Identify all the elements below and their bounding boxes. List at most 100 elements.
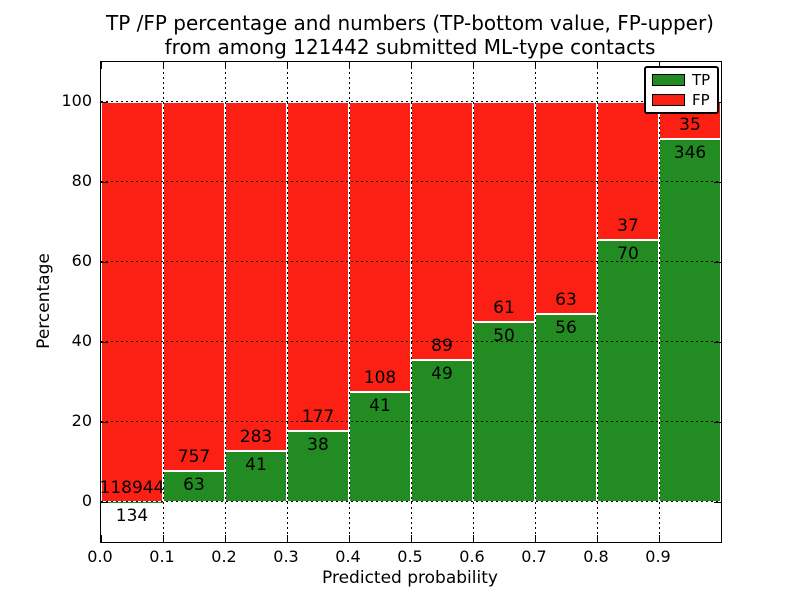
- y-tick-mark: [714, 262, 721, 263]
- gridline-horizontal: [101, 101, 721, 102]
- bar-tp-segment: [597, 240, 659, 502]
- annotation-tp-count: 41: [369, 395, 391, 416]
- gridline-vertical: [534, 62, 536, 542]
- y-tick-label: 80: [71, 171, 92, 190]
- x-tick-mark: [349, 62, 350, 69]
- gridline-vertical: [224, 62, 226, 542]
- x-tick-label: 0.7: [521, 547, 547, 566]
- y-tick-label: 40: [71, 331, 92, 350]
- annotation-fp-count: 283: [239, 427, 273, 448]
- x-tick-mark: [535, 535, 536, 542]
- bar-fp-segment: [473, 102, 535, 322]
- annotation-tp-count: 49: [431, 363, 453, 384]
- x-tick-mark: [659, 62, 660, 69]
- x-tick-mark: [411, 535, 412, 542]
- bar-fp-segment: [597, 102, 659, 241]
- x-tick-mark: [597, 62, 598, 69]
- annotation-fp-count: 37: [617, 216, 639, 237]
- legend-item-tp: TP: [652, 72, 710, 88]
- y-tick-label: 0: [81, 491, 92, 510]
- x-tick-label: 0.6: [459, 547, 485, 566]
- bar-fp-segment: [411, 102, 473, 360]
- legend: TP FP: [644, 66, 720, 114]
- y-tick-mark: [101, 502, 108, 503]
- x-tick-mark: [287, 62, 288, 69]
- gridline-vertical: [658, 62, 660, 542]
- x-tick-mark: [225, 535, 226, 542]
- x-tick-mark: [287, 535, 288, 542]
- annotation-fp-count: 177: [301, 407, 335, 428]
- chart-title: TP /FP percentage and numbers (TP-bottom…: [100, 11, 720, 59]
- gridline-vertical: [596, 62, 598, 542]
- x-tick-mark: [101, 62, 102, 69]
- legend-swatch-fp-icon: [652, 94, 685, 106]
- bar-tp-segment: [411, 359, 473, 502]
- gridline-vertical: [410, 62, 412, 542]
- annotation-tp-count: 70: [617, 244, 639, 265]
- x-tick-mark: [163, 535, 164, 542]
- y-tick-mark: [101, 342, 108, 343]
- y-tick-mark: [101, 182, 108, 183]
- bar-tp-segment: [535, 313, 597, 502]
- gridline-horizontal: [101, 501, 721, 502]
- annotation-fp-count: 89: [431, 335, 453, 356]
- gridline-horizontal: [101, 181, 721, 182]
- bar-fp-segment: [163, 102, 225, 472]
- x-tick-mark: [101, 535, 102, 542]
- annotation-tp-count: 56: [555, 317, 577, 338]
- annotation-fp-count: 35: [679, 114, 701, 135]
- bar-fp-segment: [225, 102, 287, 452]
- annotation-fp-count: 61: [493, 297, 515, 318]
- chart-title-line2: from among 121442 submitted ML-type cont…: [164, 35, 656, 59]
- y-tick-label: 60: [71, 251, 92, 270]
- y-tick-mark: [714, 502, 721, 503]
- x-tick-label: 0.9: [645, 547, 671, 566]
- legend-label-fp: FP: [692, 91, 710, 109]
- annotation-fp-count: 63: [555, 289, 577, 310]
- legend-swatch-tp-icon: [652, 74, 685, 86]
- annotation-fp-count: 118944: [99, 477, 165, 498]
- x-tick-label: 0.1: [149, 547, 175, 566]
- gridline-vertical: [472, 62, 474, 542]
- x-tick-label: 0.3: [273, 547, 299, 566]
- x-tick-mark: [411, 62, 412, 69]
- x-tick-label: 0.2: [211, 547, 237, 566]
- bar-tp-segment: [659, 138, 721, 502]
- bar-fp-segment: [349, 102, 411, 392]
- y-tick-label: 100: [61, 91, 92, 110]
- annotation-tp-count: 50: [493, 325, 515, 346]
- bar-fp-segment: [287, 102, 349, 432]
- annotation-tp-count: 134: [115, 505, 149, 526]
- y-tick-mark: [101, 422, 108, 423]
- bar-tp-segment: [349, 391, 411, 502]
- bar-fp-segment: [535, 102, 597, 314]
- annotation-fp-count: 757: [177, 447, 211, 468]
- legend-item-fp: FP: [652, 92, 710, 108]
- x-axis-label: Predicted probability: [322, 568, 498, 588]
- x-tick-label: 0.5: [397, 547, 423, 566]
- annotation-tp-count: 38: [307, 435, 329, 456]
- gridline-vertical: [162, 62, 164, 542]
- y-axis-label: Percentage: [34, 253, 54, 349]
- y-tick-mark: [714, 422, 721, 423]
- x-tick-mark: [473, 62, 474, 69]
- gridline-horizontal: [101, 341, 721, 342]
- gridline-vertical: [286, 62, 288, 542]
- y-tick-label: 20: [71, 411, 92, 430]
- annotation-tp-count: 41: [245, 455, 267, 476]
- x-tick-mark: [597, 535, 598, 542]
- plot-area: 118944 134 757 63 283 41 177 38 108 41 89 49 61 50 63 5…: [100, 61, 722, 543]
- y-tick-mark: [101, 102, 108, 103]
- x-tick-label: 0.4: [335, 547, 361, 566]
- gridline-vertical: [348, 62, 350, 542]
- annotation-tp-count: 63: [183, 475, 205, 496]
- y-tick-mark: [714, 182, 721, 183]
- x-tick-mark: [473, 535, 474, 542]
- legend-label-tp: TP: [692, 71, 711, 89]
- annotation-fp-count: 108: [363, 367, 397, 388]
- gridline-horizontal: [101, 421, 721, 422]
- annotation-tp-count: 346: [673, 142, 707, 163]
- x-tick-label: 0.8: [583, 547, 609, 566]
- x-tick-mark: [659, 535, 660, 542]
